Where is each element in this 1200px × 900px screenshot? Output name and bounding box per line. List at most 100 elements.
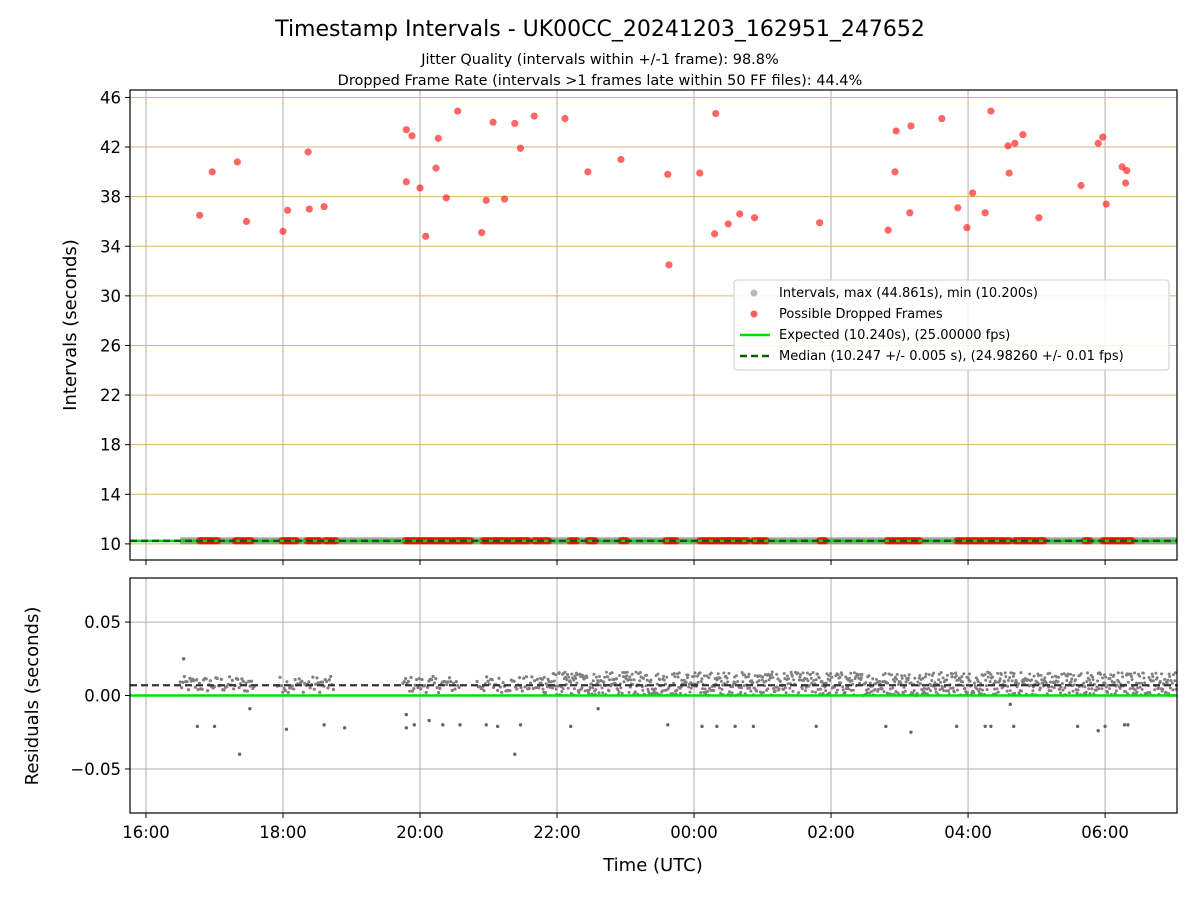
residual-point: [1148, 691, 1152, 695]
residual-point: [453, 687, 457, 691]
residual-outlier-point: [284, 727, 289, 731]
residual-point: [1052, 686, 1056, 690]
residual-point: [325, 679, 329, 684]
residual-point: [962, 672, 966, 676]
residual-point: [806, 679, 810, 683]
intervals-y-tick-label: 38: [100, 188, 121, 207]
residual-point: [991, 675, 995, 679]
residual-point: [746, 675, 750, 679]
residual-point: [814, 678, 818, 682]
residual-point: [807, 683, 811, 687]
residual-point: [743, 673, 747, 677]
dropped-frame-point: [617, 155, 625, 164]
residual-point: [712, 689, 716, 693]
dropped-frame-point: [1123, 167, 1131, 175]
residual-point: [1048, 680, 1052, 684]
dropped-frame-point: [196, 211, 204, 219]
residual-point: [895, 672, 899, 676]
residual-point: [222, 688, 226, 692]
dropped-frame-point: [816, 219, 824, 227]
residual-point: [577, 691, 581, 695]
residual-point: [1124, 690, 1128, 694]
residual-point: [633, 690, 637, 694]
residual-point: [1050, 675, 1054, 679]
residual-point: [550, 680, 554, 684]
residual-point: [1066, 672, 1070, 676]
residual-outlier-point: [700, 724, 704, 729]
residual-point: [847, 676, 851, 680]
residual-point: [1131, 691, 1135, 695]
residual-point: [1075, 691, 1079, 695]
residual-outlier-point: [1126, 723, 1130, 727]
residual-point: [812, 679, 816, 683]
residual-point: [1147, 675, 1151, 679]
residual-point: [938, 688, 942, 692]
legend-box: [733, 279, 1170, 371]
residual-point: [594, 688, 598, 692]
residual-point: [994, 680, 998, 684]
residual-point: [1057, 675, 1061, 679]
residuals-y-tick-label: 0.00: [84, 687, 121, 706]
residual-point: [1016, 682, 1020, 686]
residual-point: [693, 671, 697, 675]
residual-point: [314, 682, 318, 686]
residual-point: [1071, 689, 1075, 693]
residual-point: [560, 689, 564, 693]
residual-point: [972, 691, 976, 695]
residual-point: [578, 672, 582, 676]
dropped-frame-point: [736, 210, 744, 218]
residual-point: [896, 691, 900, 695]
residual-point: [326, 686, 330, 690]
residual-point: [1087, 687, 1091, 691]
residual-point: [435, 685, 439, 690]
residual-outlier-point: [909, 730, 913, 734]
residual-point: [327, 678, 331, 682]
residual-point: [809, 676, 813, 680]
chart-subtitle-jitter: Jitter Quality (intervals within +/-1 fr…: [420, 52, 779, 68]
residual-point: [432, 681, 436, 685]
residual-point: [631, 683, 635, 687]
residual-point: [1171, 688, 1175, 692]
residual-point: [186, 688, 191, 692]
residual-point: [851, 688, 855, 692]
residual-point: [419, 687, 423, 691]
residual-point: [530, 675, 534, 679]
residual-outlier-point: [1122, 723, 1127, 727]
residual-point: [1082, 681, 1086, 685]
residual-point: [226, 682, 230, 687]
residual-point: [293, 677, 297, 682]
residual-point: [535, 677, 539, 681]
residual-point: [539, 681, 543, 685]
residual-point: [873, 687, 877, 691]
residual-point: [739, 690, 743, 694]
residual-point: [1026, 678, 1030, 682]
residual-point: [799, 673, 803, 677]
residual-point: [575, 681, 579, 685]
dropped-frame-point: [516, 144, 525, 152]
residual-point: [801, 671, 805, 675]
residual-point: [645, 673, 649, 677]
residual-point: [656, 672, 660, 676]
residual-point: [730, 691, 734, 695]
residual-outlier-point: [1075, 724, 1080, 729]
residual-point: [311, 675, 315, 679]
residual-point: [1099, 672, 1103, 676]
residual-point: [698, 671, 702, 675]
residual-point: [900, 676, 904, 680]
residual-point: [1069, 672, 1073, 676]
residual-point: [984, 678, 988, 682]
residual-point: [1121, 675, 1125, 679]
residual-point: [784, 691, 788, 695]
residual-point: [1168, 675, 1172, 679]
residual-point: [836, 688, 840, 692]
residual-point: [680, 678, 684, 682]
intervals-y-tick-label: 10: [100, 535, 121, 554]
residual-point: [1063, 686, 1067, 690]
residual-point: [545, 683, 549, 687]
residual-point: [1106, 691, 1110, 695]
residual-point: [907, 673, 911, 677]
residual-point: [542, 675, 546, 679]
residual-point: [775, 672, 779, 676]
residual-point: [918, 682, 922, 686]
residual-point: [684, 680, 688, 684]
